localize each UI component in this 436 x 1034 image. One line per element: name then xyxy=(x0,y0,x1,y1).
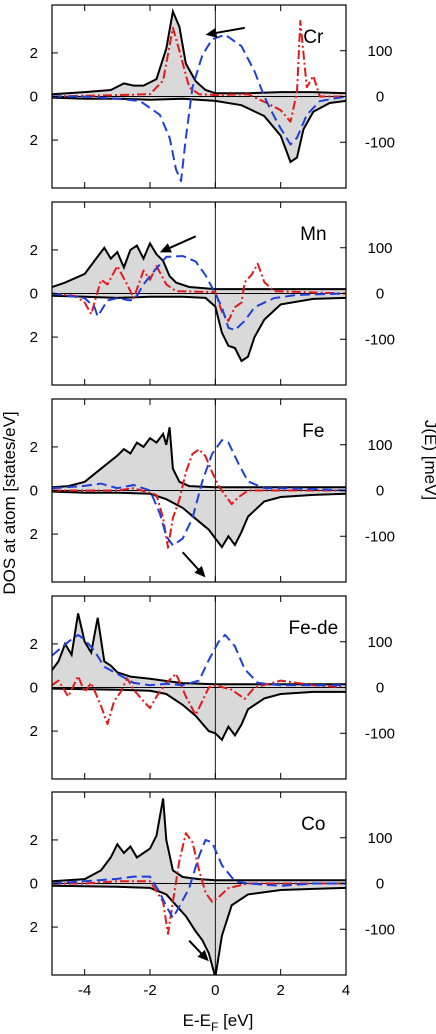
dos-tick-label: 0 xyxy=(30,483,38,500)
dos-majority-line xyxy=(52,241,346,291)
x-tick-label: -2 xyxy=(143,982,156,999)
j-tick-label: 0 xyxy=(376,89,384,106)
panel-title: Co xyxy=(301,814,325,835)
dos-tick-label: 2 xyxy=(30,45,38,62)
j-tick-label: 0 xyxy=(376,286,384,303)
j-tick-label: 0 xyxy=(376,876,384,893)
dos-majority-line xyxy=(52,8,346,96)
panel-1: 2 0 2 100 0 -100 Mn xyxy=(30,201,395,386)
dos-majority-fill xyxy=(52,613,346,688)
j-tick-label: -100 xyxy=(365,921,395,938)
panels-group: 2021000-100Cr2021000-100Mn2021000-100Fe2… xyxy=(30,4,395,999)
x-tick-label: -4 xyxy=(78,982,91,999)
plot-area xyxy=(52,596,346,779)
dos-tick-label: 0 xyxy=(30,876,38,893)
x-axis-label: E-EF [eV] xyxy=(183,1011,254,1034)
j-red-dashdot-curve xyxy=(52,20,346,123)
arrow-head xyxy=(194,565,206,578)
dos-tick-label: 2 xyxy=(30,242,38,259)
j-tick-label: -100 xyxy=(365,528,395,545)
dos-tick-label: 2 xyxy=(30,919,38,936)
j-tick-label: 100 xyxy=(367,634,392,651)
dos-tick-label: 2 xyxy=(30,329,38,346)
panel-title: Mn xyxy=(300,224,326,245)
dos-majority-line xyxy=(52,427,346,489)
dos-minority-line xyxy=(52,687,346,742)
y-axis-label-right: J(E) [meV] xyxy=(421,420,436,500)
dos-minority-fill xyxy=(52,883,346,975)
x-axis-label-sub: F xyxy=(211,1020,218,1034)
dos-minority-line xyxy=(52,490,346,549)
arrow-head xyxy=(205,27,218,38)
arrow-shaft xyxy=(181,551,201,572)
x-tick-label: 4 xyxy=(342,982,350,999)
panel-2: 2 0 2 100 0 -100 Fe xyxy=(30,398,395,583)
panel-0: 2 0 2 100 0 -100 Cr xyxy=(30,4,395,189)
j-blue-dashed-curve xyxy=(52,633,346,687)
dos-tick-label: 2 xyxy=(30,832,38,849)
arrow-head xyxy=(197,949,209,962)
dos-tick-label: 2 xyxy=(30,439,38,456)
dos-tick-label: 2 xyxy=(30,526,38,543)
j-tick-label: 100 xyxy=(367,830,392,847)
arrow-shaft xyxy=(167,235,197,250)
j-tick-label: 100 xyxy=(367,43,392,60)
y-axis-label-left: DOS at atom [states/eV] xyxy=(0,411,19,594)
j-red-dashdot-curve xyxy=(52,832,346,935)
panel-4: -4 -2 0 2 4 2 0 2 100 0 -100 Co xyxy=(30,791,395,999)
x-tick-label: 2 xyxy=(276,982,284,999)
x-tick-label: 0 xyxy=(211,982,219,999)
dos-minority-fill xyxy=(52,293,346,361)
j-red-dashdot-curve xyxy=(52,448,346,549)
x-axis-label-main: E-E xyxy=(183,1011,211,1030)
dos-majority-fill xyxy=(52,243,346,294)
arrow-head xyxy=(159,243,172,253)
panel-title: Fe-de xyxy=(289,618,339,639)
j-blue-dashed-curve xyxy=(52,255,346,332)
dos-tick-label: 0 xyxy=(30,286,38,303)
dos-tick-label: 2 xyxy=(30,723,38,740)
dos-tick-label: 0 xyxy=(30,680,38,697)
j-red-dashdot-curve xyxy=(52,262,346,322)
dos-majority-line xyxy=(52,613,346,686)
dos-minority-fill xyxy=(52,96,346,162)
j-tick-label: -100 xyxy=(365,331,395,348)
dos-tick-label: 0 xyxy=(30,89,38,106)
j-red-dashdot-curve xyxy=(52,672,346,726)
arrow-shaft xyxy=(188,939,204,956)
dos-tick-label: 2 xyxy=(30,636,38,653)
dos-tick-label: 2 xyxy=(30,132,38,149)
panel-3: 2 0 2 100 0 -100 Fe-de xyxy=(30,595,395,780)
j-tick-label: 100 xyxy=(367,240,392,257)
j-tick-label: 100 xyxy=(367,437,392,454)
dos-minority-fill xyxy=(52,687,346,740)
dos-minority-line xyxy=(52,294,346,363)
j-tick-label: 0 xyxy=(376,680,384,697)
plot-area xyxy=(52,399,346,582)
plot-area xyxy=(52,792,346,975)
arrow-shaft xyxy=(214,26,245,35)
panel-title: Fe xyxy=(302,421,324,442)
dos-majority-fill xyxy=(52,427,346,491)
panel-title: Cr xyxy=(303,27,324,48)
plot-area xyxy=(52,5,346,188)
plot-area xyxy=(52,202,346,385)
dos-minority-fill xyxy=(52,490,346,548)
j-tick-label: -100 xyxy=(365,134,395,151)
x-axis-label-tail: [eV] xyxy=(218,1011,253,1030)
dos-majority-line xyxy=(52,798,346,883)
dos-majority-fill xyxy=(52,798,346,884)
j-tick-label: 0 xyxy=(376,483,384,500)
j-blue-dashed-curve xyxy=(52,839,346,919)
j-tick-label: -100 xyxy=(365,725,395,742)
